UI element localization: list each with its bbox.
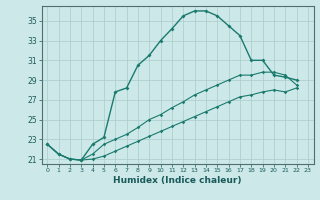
X-axis label: Humidex (Indice chaleur): Humidex (Indice chaleur): [113, 176, 242, 185]
